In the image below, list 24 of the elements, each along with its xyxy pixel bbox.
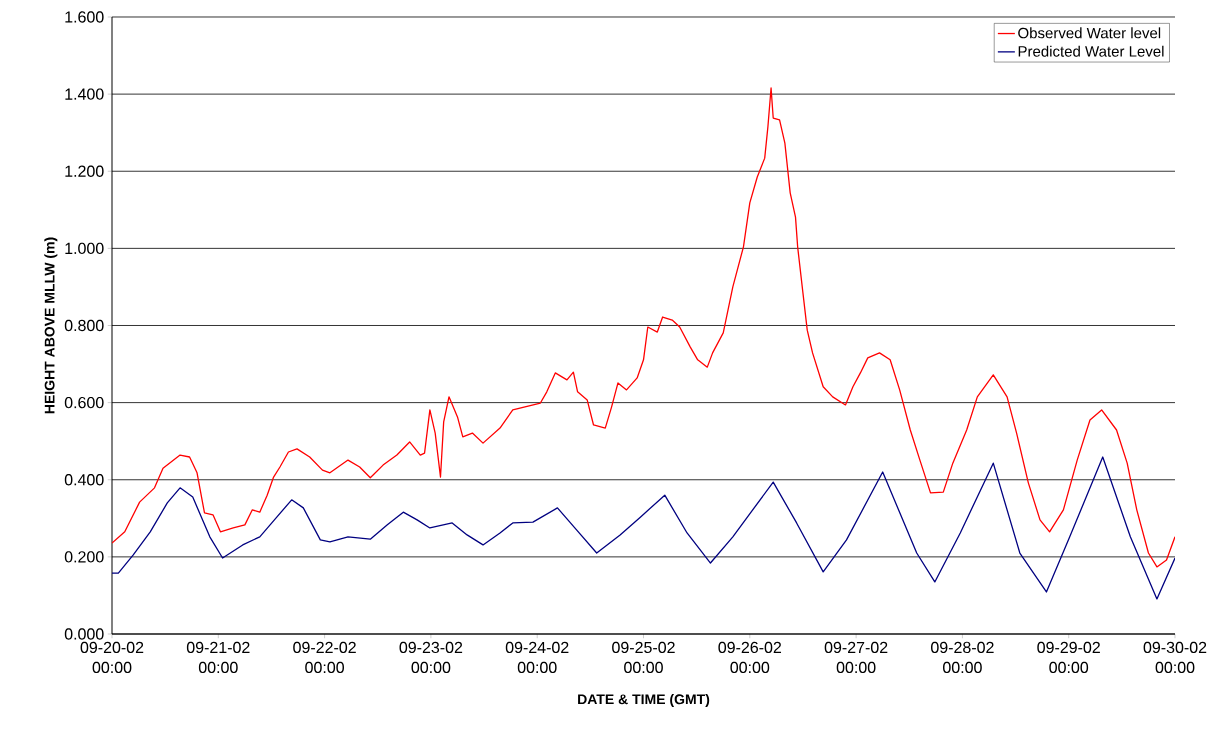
y-tick-label: 1.000 bbox=[65, 242, 104, 255]
x-axis-title: DATE & TIME (GMT) bbox=[578, 693, 710, 707]
x-tick-label: 09-30-02 00:00 bbox=[1143, 641, 1207, 674]
y-tick-label: 0.000 bbox=[64, 628, 104, 640]
legend-label: Observed Water level bbox=[1018, 27, 1161, 39]
x-tick-label: 09-27-02 00:00 bbox=[824, 641, 888, 674]
y-tick-label: 1.400 bbox=[65, 88, 104, 100]
x-tick-label: 09-26-02 00:00 bbox=[718, 641, 782, 674]
x-tick-label: 09-23-02 00:00 bbox=[399, 641, 463, 674]
y-tick-label: 0.600 bbox=[64, 396, 104, 409]
y-axis-title: HEIGHT ABOVE MLLW (m) bbox=[44, 237, 58, 414]
y-tick-label: 1.200 bbox=[65, 165, 104, 177]
y-tick-label: 1.600 bbox=[65, 11, 104, 23]
legend-label: Predicted Water Level bbox=[1018, 45, 1164, 57]
x-tick-label: 09-22-02 00:00 bbox=[293, 641, 356, 674]
y-tick-label: 0.800 bbox=[64, 319, 104, 332]
y-tick-label: 0.400 bbox=[64, 474, 104, 486]
x-tick-label: 09-28-02 00:00 bbox=[931, 641, 994, 674]
x-tick-label: 09-20-02 00:00 bbox=[80, 641, 144, 674]
y-tick-label: 0.200 bbox=[64, 551, 104, 563]
x-tick-label: 09-24-02 00:00 bbox=[505, 641, 569, 674]
x-tick-label: 09-21-02 00:00 bbox=[186, 641, 250, 674]
x-tick-label: 09-25-02 00:00 bbox=[612, 641, 675, 674]
x-tick-label: 09-29-02 00:00 bbox=[1037, 641, 1100, 674]
